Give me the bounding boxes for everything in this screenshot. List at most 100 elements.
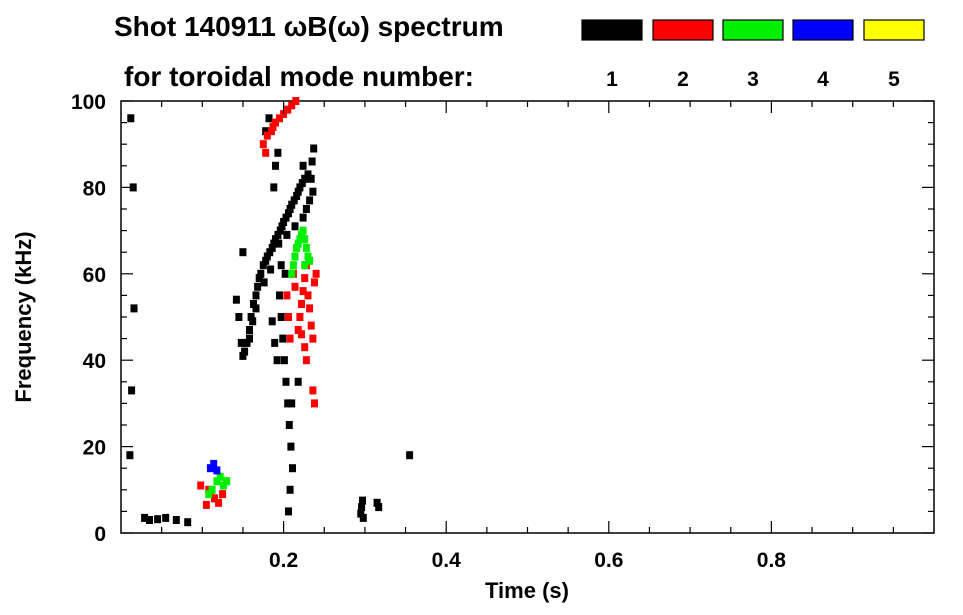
mode-2-point-20 [309,334,317,343]
mode-2-point-33 [215,498,223,507]
mode-2-point-29 [285,313,292,321]
mode-2-point-10 [269,122,277,131]
mode-2-point-25 [302,356,310,365]
mode-1-point-71 [154,515,162,524]
mode-1-point-81 [406,451,414,460]
mode-1-point-62 [272,161,279,170]
mode-2-point-24 [312,269,320,278]
mode-1-point-91 [271,338,279,347]
data-layer [126,97,414,527]
mode-1-point-43 [246,334,253,343]
mode-1-point-49 [277,313,285,321]
mode-1-point-24 [290,196,298,205]
mode-1-point-77 [359,496,366,505]
mode-1-point-5 [252,291,260,300]
mode-4-point-2 [213,466,221,475]
mode-1-point-7 [255,274,263,283]
mode-3-point-12 [306,256,314,265]
mode-1-point-1 [243,338,251,347]
mode-1-point-61 [270,183,278,192]
mode-3-point-4 [294,239,302,248]
mode-1-point-40 [260,278,268,287]
mode-1-point-16 [274,230,282,239]
mode-2-point-37 [219,490,227,499]
mode-1-point-34 [302,205,310,213]
mode-1-point-72 [162,513,170,522]
mode-3-point-14 [216,472,224,481]
mode-2-point-15 [301,274,309,283]
mode-3-point-0 [288,269,296,278]
mode-2-point-7 [288,101,296,110]
chart-title-line2: for toroidal mode number: [124,61,474,92]
y-tick-label: 100 [71,91,106,114]
mode-1-point-69 [141,513,149,522]
y-tick-label: 60 [83,264,106,287]
mode-1-point-82 [126,451,134,460]
mode-1-point-47 [232,295,240,304]
mode-1-point-38 [275,239,283,248]
mode-2-point-32 [211,494,218,503]
legend-label-3: 3 [747,68,759,91]
mode-2-point-22 [301,343,309,352]
mode-1-point-2 [246,326,253,334]
mode-1-point-20 [282,213,290,222]
mode-1-point-70 [146,516,153,524]
mode-1-point-35 [299,213,307,222]
mode-2-point-1 [263,131,271,140]
mode-1-point-83 [128,386,136,395]
mode-2-point-23 [311,278,318,287]
mode-1-point-15 [272,235,279,244]
y-tick-label: 80 [83,177,106,200]
mode-1-point-73 [172,516,180,524]
mode-4-point-0 [206,464,214,473]
mode-1-point-9 [259,261,267,270]
mode-2-point-11 [294,326,302,334]
legend-label-2: 2 [677,68,689,91]
mode-1-point-55 [287,442,295,451]
x-tick-label: 0.2 [269,549,298,572]
mode-3-point-8 [301,235,309,244]
mode-3-point-1 [289,261,297,270]
mode-3-point-5 [296,235,304,244]
legend-swatch-3 [722,19,784,41]
mode-1-point-10 [262,256,270,265]
mode-3-point-2 [291,252,299,261]
mode-2-point-19 [307,321,315,330]
mode-1-point-22 [286,205,294,213]
legend: 1 2 3 4 5 [581,19,925,91]
mode-3-point-3 [293,243,301,252]
mode-1-point-31 [307,174,315,183]
mode-2-point-0 [259,140,267,149]
legend-label-1: 1 [606,68,618,91]
mode-1-point-76 [358,503,366,512]
mode-3-point-16 [208,485,216,494]
mode-2-point-13 [298,300,305,308]
mode-2-point-39 [291,282,299,291]
mode-1-point-30 [304,170,312,179]
mode-3-point-10 [304,252,312,261]
mode-2-point-36 [202,500,210,509]
y-axis-title: Frequency (kHz) [11,231,36,402]
y-tick-label: 0 [94,523,106,546]
legend-swatch-4 [792,19,854,41]
mode-1-point-12 [266,248,274,257]
mode-2-point-30 [286,334,294,343]
mode-2-point-27 [311,399,318,408]
legend-swatch-2 [652,19,714,41]
mode-1-point-78 [359,513,367,522]
mode-1-point-50 [279,334,287,343]
mode-1-point-54 [285,421,293,429]
mode-1-point-53 [284,399,292,408]
legend-label-5: 5 [888,68,900,91]
mode-2-point-4 [276,114,283,123]
y-tick-label: 20 [83,437,106,460]
mode-3-point-11 [301,261,309,270]
mode-1-point-8 [257,269,265,278]
x-tick-label: 0.6 [594,549,623,572]
mode-1-point-18 [278,222,286,231]
mode-1-point-79 [373,498,381,507]
mode-3-point-13 [213,477,221,486]
mode-1-point-37 [283,230,291,239]
y-tick-label: 40 [83,350,106,373]
